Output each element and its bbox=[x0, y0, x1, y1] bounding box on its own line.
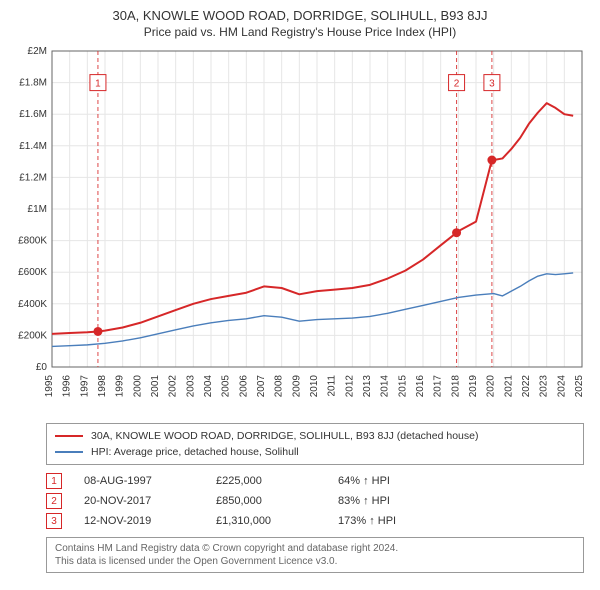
svg-text:2000: 2000 bbox=[132, 375, 143, 398]
svg-text:2004: 2004 bbox=[203, 375, 214, 398]
legend-item: 30A, KNOWLE WOOD ROAD, DORRIDGE, SOLIHUL… bbox=[55, 428, 575, 444]
svg-text:2018: 2018 bbox=[450, 375, 461, 398]
transaction-note-row: 1 08-AUG-1997 £225,000 64% ↑ HPI bbox=[46, 473, 584, 489]
legend-swatch bbox=[55, 451, 83, 453]
chart-title: 30A, KNOWLE WOOD ROAD, DORRIDGE, SOLIHUL… bbox=[10, 8, 590, 23]
svg-text:1: 1 bbox=[95, 79, 101, 90]
note-hpi: 83% ↑ HPI bbox=[338, 495, 390, 507]
legend: 30A, KNOWLE WOOD ROAD, DORRIDGE, SOLIHUL… bbox=[46, 423, 584, 465]
svg-text:£800K: £800K bbox=[18, 236, 47, 247]
note-hpi: 64% ↑ HPI bbox=[338, 475, 390, 487]
note-date: 12-NOV-2019 bbox=[84, 515, 194, 527]
svg-text:2022: 2022 bbox=[521, 375, 532, 398]
chart-subtitle: Price paid vs. HM Land Registry's House … bbox=[10, 25, 590, 39]
svg-text:2011: 2011 bbox=[327, 375, 338, 397]
svg-text:2002: 2002 bbox=[168, 375, 179, 398]
svg-text:£400K: £400K bbox=[18, 299, 47, 310]
svg-text:1998: 1998 bbox=[97, 375, 108, 398]
svg-text:1997: 1997 bbox=[79, 375, 90, 398]
svg-text:£1.6M: £1.6M bbox=[19, 109, 47, 120]
svg-text:2020: 2020 bbox=[486, 375, 497, 398]
note-date: 08-AUG-1997 bbox=[84, 475, 194, 487]
note-price: £850,000 bbox=[216, 495, 316, 507]
svg-text:£1.4M: £1.4M bbox=[19, 141, 47, 152]
svg-text:2019: 2019 bbox=[468, 375, 479, 398]
note-badge: 2 bbox=[46, 493, 62, 509]
transaction-note-row: 3 12-NOV-2019 £1,310,000 173% ↑ HPI bbox=[46, 513, 584, 529]
svg-text:3: 3 bbox=[489, 79, 495, 90]
note-badge: 3 bbox=[46, 513, 62, 529]
svg-text:£600K: £600K bbox=[18, 267, 47, 278]
svg-text:£200K: £200K bbox=[18, 330, 47, 341]
svg-text:2015: 2015 bbox=[397, 375, 408, 398]
svg-text:1996: 1996 bbox=[62, 375, 73, 398]
svg-text:£1.8M: £1.8M bbox=[19, 78, 47, 89]
svg-text:2: 2 bbox=[454, 79, 460, 90]
legend-label: HPI: Average price, detached house, Soli… bbox=[91, 444, 299, 460]
transaction-notes: 1 08-AUG-1997 £225,000 64% ↑ HPI 2 20-NOV-201… bbox=[46, 473, 584, 533]
legend-swatch bbox=[55, 435, 83, 437]
svg-text:2016: 2016 bbox=[415, 375, 426, 398]
svg-text:2005: 2005 bbox=[221, 375, 232, 398]
svg-text:2023: 2023 bbox=[539, 375, 550, 398]
svg-text:2003: 2003 bbox=[185, 375, 196, 398]
transaction-note-row: 2 20-NOV-2017 £850,000 83% ↑ HPI bbox=[46, 493, 584, 509]
footer-line-1: Contains HM Land Registry data © Crown c… bbox=[55, 542, 575, 555]
note-hpi: 173% ↑ HPI bbox=[338, 515, 396, 527]
svg-text:£2M: £2M bbox=[28, 46, 47, 57]
chart-container: 30A, KNOWLE WOOD ROAD, DORRIDGE, SOLIHUL… bbox=[0, 0, 600, 590]
footer-line-2: This data is licensed under the Open Gov… bbox=[55, 555, 575, 568]
svg-text:2025: 2025 bbox=[574, 375, 585, 398]
svg-text:2009: 2009 bbox=[291, 375, 302, 398]
svg-text:1995: 1995 bbox=[44, 375, 55, 398]
legend-label: 30A, KNOWLE WOOD ROAD, DORRIDGE, SOLIHUL… bbox=[91, 428, 478, 444]
svg-text:2024: 2024 bbox=[556, 375, 567, 398]
svg-text:2010: 2010 bbox=[309, 375, 320, 398]
note-price: £1,310,000 bbox=[216, 515, 316, 527]
svg-text:2008: 2008 bbox=[274, 375, 285, 398]
note-price: £225,000 bbox=[216, 475, 316, 487]
line-chart-svg: £0 £200K £400K £600K £800K £1M £1.2M £1.4M £1.6M… bbox=[10, 45, 590, 415]
chart-area: £0 £200K £400K £600K £800K £1M £1.2M £1.4M £1.6M… bbox=[10, 45, 590, 415]
svg-text:2014: 2014 bbox=[380, 375, 391, 398]
svg-text:2017: 2017 bbox=[433, 375, 444, 398]
svg-text:£1M: £1M bbox=[28, 204, 47, 215]
note-badge: 1 bbox=[46, 473, 62, 489]
note-date: 20-NOV-2017 bbox=[84, 495, 194, 507]
svg-text:£1.2M: £1.2M bbox=[19, 172, 47, 183]
legend-item: HPI: Average price, detached house, Soli… bbox=[55, 444, 575, 460]
svg-text:2012: 2012 bbox=[344, 375, 355, 398]
svg-text:1999: 1999 bbox=[115, 375, 126, 398]
svg-text:2021: 2021 bbox=[503, 375, 514, 398]
svg-text:£0: £0 bbox=[36, 362, 48, 373]
svg-text:2013: 2013 bbox=[362, 375, 373, 398]
footer-attribution: Contains HM Land Registry data © Crown c… bbox=[46, 537, 584, 573]
svg-text:2007: 2007 bbox=[256, 375, 267, 398]
svg-text:2001: 2001 bbox=[150, 375, 161, 398]
svg-text:2006: 2006 bbox=[238, 375, 249, 398]
